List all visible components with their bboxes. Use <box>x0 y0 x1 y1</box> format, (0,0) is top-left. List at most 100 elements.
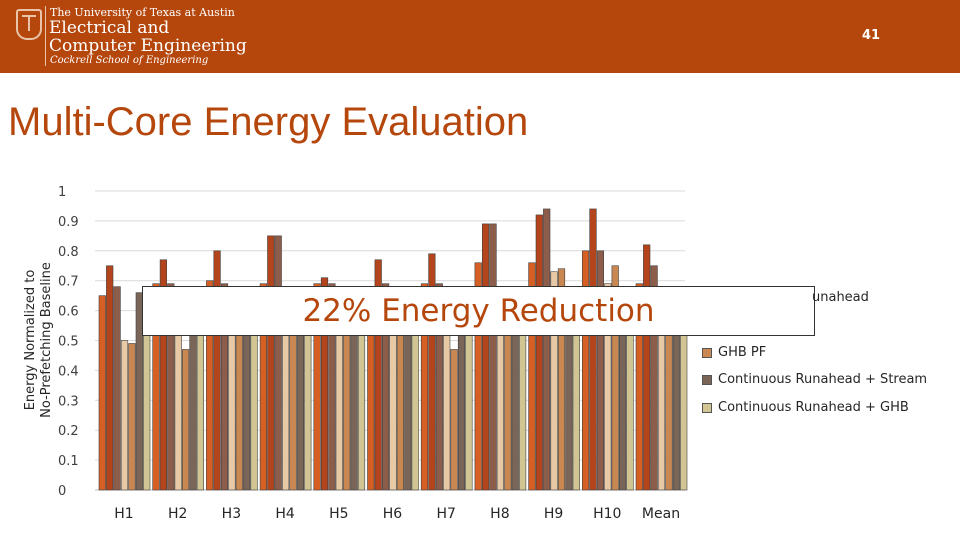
bar <box>196 310 205 491</box>
y-tick-label: 0.6 <box>58 305 79 320</box>
y-axis-label-line: Energy Normalized to <box>23 270 38 411</box>
bar <box>626 310 634 491</box>
bar <box>665 310 673 491</box>
bar <box>235 328 243 491</box>
bar <box>220 283 229 491</box>
bar <box>450 349 458 491</box>
bar <box>374 259 382 491</box>
y-tick-label: 0.5 <box>58 335 79 350</box>
y-tick-label: 1 <box>58 185 66 200</box>
bar <box>489 223 497 491</box>
x-tick-labels: H1 H2 H3 H4 H5 H6 H7 H8 H9 H10 Mean <box>114 506 680 522</box>
y-tick-label: 0.4 <box>58 364 79 379</box>
bar <box>389 325 397 491</box>
bar <box>143 310 151 491</box>
university-name: The University of Texas at Austin <box>50 6 235 19</box>
y-tick-label: 0 <box>58 484 66 499</box>
y-tick-label: 0.7 <box>58 275 79 290</box>
department-name: Electrical and Computer Engineering <box>49 18 247 56</box>
bar <box>343 331 351 491</box>
logo-divider <box>45 6 46 66</box>
bar <box>680 310 688 491</box>
bar <box>152 283 160 491</box>
bar <box>159 259 168 491</box>
bar <box>650 265 658 491</box>
bar <box>304 310 312 491</box>
y-tick-label: 0.3 <box>58 394 79 409</box>
bar <box>411 310 419 491</box>
bar <box>228 334 236 491</box>
bar <box>474 262 482 491</box>
slide-number: 41 <box>862 28 881 43</box>
legend-swatch <box>702 348 712 358</box>
x-tick-label: H7 <box>436 506 455 522</box>
x-tick-label: Mean <box>642 506 680 522</box>
bar <box>504 313 512 491</box>
legend-label: Continuous Runahead + Stream <box>718 372 928 387</box>
y-tick-labels: 0 0.1 0.2 0.3 0.4 0.5 0.6 0.7 0.8 0.9 1 <box>58 185 79 499</box>
x-tick-label: H8 <box>490 506 509 522</box>
bar <box>428 253 436 491</box>
bar <box>250 310 258 491</box>
x-tick-label: H6 <box>383 506 403 522</box>
ut-seal-icon <box>16 9 42 40</box>
energy-reduction-callout: 22% Energy Reduction <box>142 286 815 336</box>
bar <box>572 310 580 491</box>
slide-title: Multi-Core Energy Evaluation <box>8 100 529 144</box>
bar <box>543 208 551 491</box>
bar <box>518 310 527 491</box>
bar <box>465 310 473 491</box>
bar <box>98 295 106 491</box>
bar <box>274 235 282 491</box>
header-bar: The University of Texas at Austin Electr… <box>0 0 960 73</box>
bar <box>611 265 619 491</box>
bar <box>335 328 343 491</box>
x-tick-label: H3 <box>222 506 241 522</box>
y-axis-label: Energy Normalized toNo-Prefetching Basel… <box>23 262 54 418</box>
legend-label: Continuous Runahead + GHB <box>718 400 909 415</box>
bar <box>182 349 190 491</box>
bar <box>535 214 543 491</box>
x-tick-label: H4 <box>275 506 295 522</box>
legend-label: unahead <box>812 290 869 305</box>
bar <box>396 325 405 491</box>
x-tick-label: H1 <box>114 506 133 522</box>
bar <box>581 250 590 491</box>
school-name: Cockrell School of Engineering <box>50 55 209 66</box>
y-tick-label: 0.2 <box>58 424 79 439</box>
bar <box>313 283 321 491</box>
bar <box>167 283 175 491</box>
bar <box>113 286 121 491</box>
legend-label: GHB PF <box>718 345 767 360</box>
bar <box>174 334 182 491</box>
bar <box>550 271 558 491</box>
bar <box>289 319 297 491</box>
bar <box>604 283 612 491</box>
bar <box>267 235 275 491</box>
y-tick-label: 0.8 <box>58 245 79 260</box>
bar <box>643 244 651 491</box>
bar <box>481 223 490 491</box>
bar <box>106 265 114 491</box>
bar <box>206 280 214 491</box>
x-tick-label: H5 <box>329 506 348 522</box>
bar <box>635 283 643 491</box>
y-tick-label: 0.1 <box>58 454 79 469</box>
bar <box>128 343 136 491</box>
bar <box>213 250 221 491</box>
bar <box>528 262 536 491</box>
legend-swatch <box>702 403 712 413</box>
bar <box>281 328 290 491</box>
bar <box>357 310 366 491</box>
x-tick-label: H10 <box>593 506 621 522</box>
bar <box>381 283 390 491</box>
bar <box>557 268 566 491</box>
legend-swatch <box>702 375 712 385</box>
x-tick-label: H2 <box>168 506 187 522</box>
bar <box>259 283 268 491</box>
bar <box>135 292 143 491</box>
y-axis-label-line: No-Prefetching Baseline <box>39 262 54 418</box>
bar <box>596 250 604 491</box>
bar <box>320 277 329 491</box>
